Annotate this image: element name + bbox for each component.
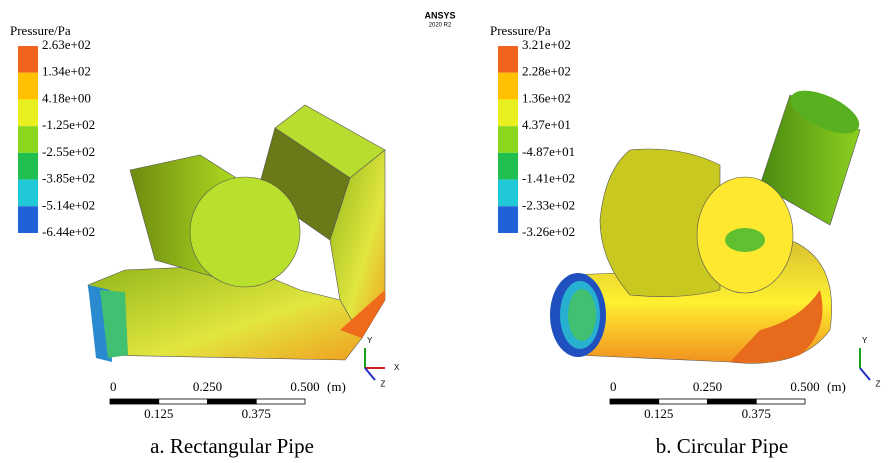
logo: ANSYS (424, 10, 455, 20)
legend-label: -2.33e+02 (522, 197, 575, 212)
colorbar-band (18, 206, 38, 233)
scale-segment (659, 399, 708, 404)
legend-label: -5.14e+02 (42, 197, 95, 212)
legend-label: 4.18e+00 (42, 90, 91, 105)
version: 2020 R2 (429, 23, 452, 29)
legend-label: 2.28e+02 (522, 64, 571, 79)
scale-label: 0.500 (290, 379, 319, 394)
scale-label: 0 (610, 379, 617, 394)
scale-segment (756, 399, 805, 404)
legend-label: 3.21e+02 (522, 37, 571, 52)
axis-arrow (860, 368, 870, 380)
axis-label: Y (367, 336, 373, 345)
colorbar-band (498, 46, 518, 73)
scale-sublabel: 0.125 (144, 406, 173, 421)
colorbar-band (498, 206, 518, 233)
colorbar-band (498, 126, 518, 153)
legend-label: -3.26e+02 (522, 224, 575, 239)
caption: a. Rectangular Pipe (150, 434, 314, 458)
legend-label: 1.34e+02 (42, 64, 91, 79)
scale-label: 0.250 (693, 379, 722, 394)
scale-segment (708, 399, 757, 404)
colorbar-band (498, 153, 518, 180)
axis-label: Z (876, 379, 881, 388)
scale-label: 0.250 (193, 379, 222, 394)
axis-label: X (394, 363, 400, 372)
axis-arrow (365, 368, 375, 380)
colorbar-band (18, 73, 38, 100)
colorbar-band (18, 126, 38, 153)
colorbar-band (498, 180, 518, 207)
legend-label: -2.55e+02 (42, 144, 95, 159)
legend-label: -3.85e+02 (42, 171, 95, 186)
axis-label: Y (862, 336, 868, 345)
circ-pipe-model (550, 82, 865, 363)
legend-title: Pressure/Pa (10, 23, 71, 38)
scale-unit: (m) (827, 379, 846, 394)
colorbar-band (18, 180, 38, 207)
legend-label: -6.44e+02 (42, 224, 95, 239)
legend-label: 4.37e+01 (522, 117, 571, 132)
scale-label: 0.500 (790, 379, 819, 394)
colorbar-band (498, 73, 518, 100)
figure: ANSYS2020 R2Pressure/Pa2.63e+021.34e+024… (0, 0, 889, 463)
scale-sublabel: 0.375 (742, 406, 771, 421)
rect-pipe-model (88, 105, 385, 362)
caption: b. Circular Pipe (656, 434, 788, 458)
scale-unit: (m) (327, 379, 346, 394)
axis-label: Z (381, 379, 386, 388)
scale-segment (610, 399, 659, 404)
scale-sublabel: 0.375 (242, 406, 271, 421)
colorbar-band (18, 99, 38, 126)
scale-segment (110, 399, 159, 404)
colorbar-band (18, 46, 38, 73)
colorbar-band (498, 99, 518, 126)
legend-label: -1.41e+02 (522, 171, 575, 186)
scale-segment (256, 399, 305, 404)
scale-label: 0 (110, 379, 117, 394)
legend-label: 2.63e+02 (42, 37, 91, 52)
legend-title: Pressure/Pa (490, 23, 551, 38)
legend-label: 1.36e+02 (522, 90, 571, 105)
scale-segment (208, 399, 257, 404)
scale-sublabel: 0.125 (644, 406, 673, 421)
legend-label: -4.87e+01 (522, 144, 575, 159)
scale-segment (159, 399, 208, 404)
legend-label: -1.25e+02 (42, 117, 95, 132)
colorbar-band (18, 153, 38, 180)
